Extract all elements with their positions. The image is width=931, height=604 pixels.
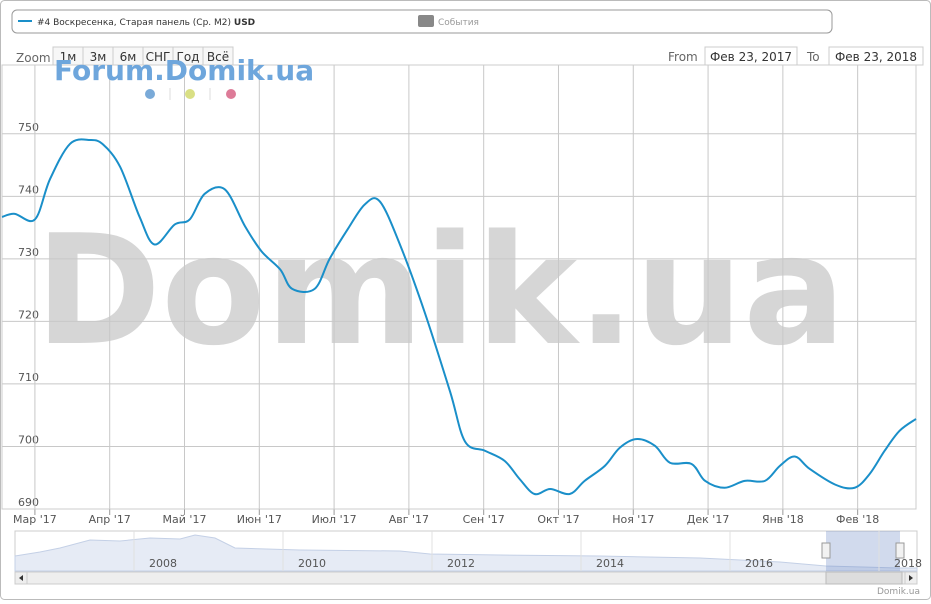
to-date: Фев 23, 2018 — [835, 50, 917, 64]
dot — [226, 89, 236, 99]
x-tick-label: Май '17 — [163, 513, 207, 526]
legend-entry[interactable]: #4 Воскресенка, Старая панель (Ср. М2) U… — [37, 18, 255, 28]
watermark-forum: Forum.Domik.ua — [54, 54, 314, 87]
y-tick-label: 750 — [18, 121, 39, 134]
x-tick-label: Сен '17 — [463, 513, 505, 526]
x-tick-label: Авг '17 — [389, 513, 429, 526]
y-tick-label: 720 — [18, 308, 39, 321]
navigator-year: 2014 — [596, 557, 624, 570]
x-tick-label: Ноя '17 — [612, 513, 654, 526]
events-swatch — [418, 15, 434, 27]
navigator-year: 2016 — [745, 557, 773, 570]
events-legend[interactable]: События — [438, 18, 479, 28]
y-tick-label: 700 — [18, 433, 39, 446]
zoom-button-label: 6м — [120, 50, 137, 64]
zoom-button-label: Год — [177, 50, 200, 64]
y-tick-label: 740 — [18, 183, 39, 196]
arrow — [19, 575, 23, 581]
navigator-year: 2018 — [894, 557, 922, 570]
to-label: To — [806, 50, 820, 64]
x-tick-label: Мар '17 — [13, 513, 57, 526]
navigator-mask — [826, 531, 900, 571]
dot — [185, 89, 195, 99]
navigator-year: 2008 — [149, 557, 177, 570]
x-tick-label: Июн '17 — [237, 513, 282, 526]
navigator-axis: 2008 2010 2012 2014 2016 2018 — [133, 531, 922, 571]
zoom-button-label: СНГ — [146, 50, 171, 64]
zoom-button-label: Всё — [207, 50, 229, 64]
zoom-button-label: 3м — [90, 50, 107, 64]
plot-border — [1, 64, 917, 510]
arrow — [909, 575, 913, 581]
x-tick-label: Апр '17 — [89, 513, 131, 526]
navigator-handle[interactable] — [895, 542, 905, 559]
scrollbar-thumb[interactable] — [825, 571, 903, 585]
line-series — [1, 138, 917, 496]
navigator-area — [14, 534, 918, 572]
navigator-year: 2010 — [298, 557, 326, 570]
legend-name: #4 Воскресенка, Старая панель (Ср. М2) — [37, 18, 231, 28]
watermark: Domik.ua — [35, 202, 846, 379]
x-tick-label: Янв '18 — [762, 513, 804, 526]
from-label: From — [668, 50, 698, 64]
scrollbar — [14, 571, 918, 585]
legend-unit: USD — [234, 18, 255, 28]
plot-area: 690 700 710 720 730 740 750 Мар '17 Апр '17 Май '… — [1, 64, 917, 526]
y-tick-label: 730 — [18, 246, 39, 259]
x-tick-label: Окт '17 — [537, 513, 579, 526]
zoom-buttons: 1м 3м 6м СНГ Год Всё — [52, 46, 234, 66]
y-tick-label: 690 — [18, 496, 39, 509]
y-tick-label: 710 — [18, 371, 39, 384]
dot — [145, 89, 155, 99]
credit[interactable]: Domik.ua — [877, 587, 920, 597]
from-date: Фев 23, 2017 — [710, 50, 792, 64]
navigator-year: 2012 — [447, 557, 475, 570]
navigator-handle[interactable] — [821, 542, 831, 559]
x-tick-label: Дек '17 — [687, 513, 730, 526]
x-tick-label: Фев '18 — [836, 513, 879, 526]
x-tick-label: Июл '17 — [312, 513, 357, 526]
zoom-label: Zoom — [16, 51, 51, 65]
zoom-button-label: 1м — [60, 50, 77, 64]
